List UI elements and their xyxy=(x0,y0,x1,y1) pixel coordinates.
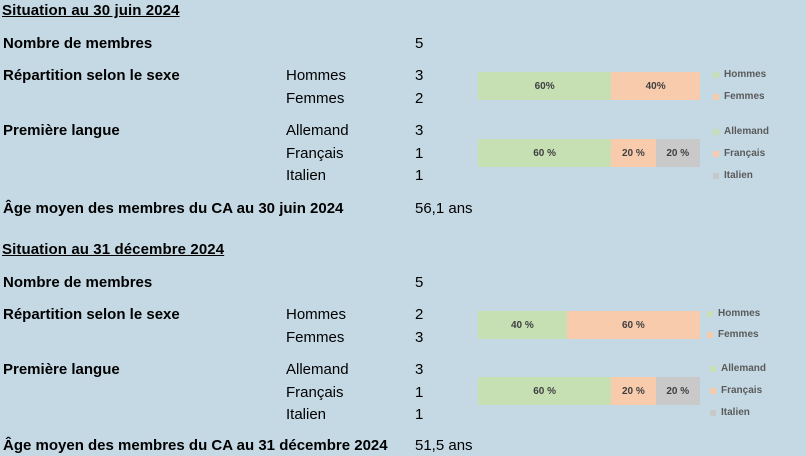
legend-label: Français xyxy=(724,148,766,159)
legend-swatch xyxy=(713,93,719,100)
legend-item: Femmes xyxy=(713,91,765,102)
women-value: 3 xyxy=(415,329,424,346)
data-label: 60 % xyxy=(621,319,645,331)
french-label: Français xyxy=(286,384,344,401)
legend-swatch xyxy=(710,387,716,394)
sex-distribution-label: Répartition selon le sexe xyxy=(3,306,180,323)
bar-segment-femmes: 60 % xyxy=(566,311,700,339)
data-label: 60 % xyxy=(533,147,556,159)
legend-label: Français xyxy=(721,385,763,396)
legend-swatch xyxy=(710,409,716,416)
average-age-label: Âge moyen des membres du CA au 31 décemb… xyxy=(3,437,388,454)
legend-swatch xyxy=(713,128,719,135)
italian-value: 1 xyxy=(415,167,424,184)
members-label: Nombre de membres xyxy=(3,35,153,52)
women-label: Femmes xyxy=(286,329,345,346)
section-title-december: Situation au 31 décembre 2024 xyxy=(2,241,225,258)
french-label: Français xyxy=(286,145,344,162)
first-language-label: Première langue xyxy=(3,361,120,378)
legend-swatch xyxy=(713,71,719,78)
data-label: 20 % xyxy=(621,147,645,159)
members-value: 5 xyxy=(415,35,424,52)
bar-segment-français: 20 % xyxy=(611,139,656,167)
bar-segment-allemand: 60 % xyxy=(478,139,612,167)
data-label: 60% xyxy=(534,80,555,92)
legend-item: Allemand xyxy=(713,126,769,137)
members-value: 5 xyxy=(415,274,424,291)
italian-value: 1 xyxy=(415,406,424,423)
bar-segment-français: 20 % xyxy=(611,377,656,405)
men-label: Hommes xyxy=(286,67,347,84)
men-value: 3 xyxy=(415,67,424,84)
legend-label: Allemand xyxy=(724,126,770,137)
legend-label: Italien xyxy=(721,407,750,418)
legend-label: Femmes xyxy=(724,91,765,102)
legend-item: Hommes xyxy=(707,308,760,319)
average-age-value: 51,5 ans xyxy=(415,437,473,454)
german-label: Allemand xyxy=(286,122,349,139)
german-label: Allemand xyxy=(286,361,349,378)
german-value: 3 xyxy=(415,361,424,378)
legend-label: Italien xyxy=(724,170,753,181)
bar-segment-hommes: 60% xyxy=(478,72,612,100)
data-label: 20 % xyxy=(666,147,690,159)
bar-segment-femmes: 40% xyxy=(611,72,700,100)
legend-item: Hommes xyxy=(713,69,766,80)
sex-bar-chart-december: 40 % 60 % xyxy=(478,311,700,339)
language-bar-chart-december: 60 % 20 % 20 % xyxy=(478,377,700,405)
average-age-label: Âge moyen des membres du CA au 30 juin 2… xyxy=(3,200,344,217)
bar-segment-italien: 20 % xyxy=(655,377,700,405)
italian-label: Italien xyxy=(286,406,327,423)
legend-swatch xyxy=(710,365,716,372)
section-title-june: Situation au 30 juin 2024 xyxy=(2,2,180,19)
french-value: 1 xyxy=(415,384,424,401)
women-value: 2 xyxy=(415,90,424,107)
legend-item: Femmes xyxy=(707,329,759,340)
legend-label: Hommes xyxy=(724,69,767,80)
women-label: Femmes xyxy=(286,90,345,107)
legend-item: Français xyxy=(713,148,765,159)
data-label: 40 % xyxy=(511,319,534,331)
legend-swatch xyxy=(707,331,713,338)
sex-bar-chart-june: 60% 40% xyxy=(478,72,700,100)
men-value: 2 xyxy=(415,306,424,323)
legend-item: Allemand xyxy=(710,363,766,374)
french-value: 1 xyxy=(415,145,424,162)
average-age-value: 56,1 ans xyxy=(415,200,473,217)
data-label: 60 % xyxy=(533,385,556,397)
legend-swatch xyxy=(713,172,719,179)
bar-segment-allemand: 60 % xyxy=(478,377,612,405)
sex-distribution-label: Répartition selon le sexe xyxy=(3,67,180,84)
legend-label: Allemand xyxy=(721,363,767,374)
legend-item: Italien xyxy=(713,170,753,181)
legend-item: Italien xyxy=(710,407,750,418)
legend-item: Français xyxy=(710,385,762,396)
legend-label: Hommes xyxy=(718,308,761,319)
italian-label: Italien xyxy=(286,167,327,184)
data-label: 40% xyxy=(645,80,666,92)
german-value: 3 xyxy=(415,122,424,139)
bar-segment-hommes: 40 % xyxy=(478,311,567,339)
members-label: Nombre de membres xyxy=(3,274,153,291)
language-bar-chart-june: 60 % 20 % 20 % xyxy=(478,139,700,167)
legend-swatch xyxy=(713,150,719,157)
men-label: Hommes xyxy=(286,306,347,323)
legend-label: Femmes xyxy=(718,329,759,340)
bar-segment-italien: 20 % xyxy=(655,139,700,167)
data-label: 20 % xyxy=(666,385,690,397)
data-label: 20 % xyxy=(621,385,645,397)
first-language-label: Première langue xyxy=(3,122,120,139)
legend-swatch xyxy=(707,310,713,317)
